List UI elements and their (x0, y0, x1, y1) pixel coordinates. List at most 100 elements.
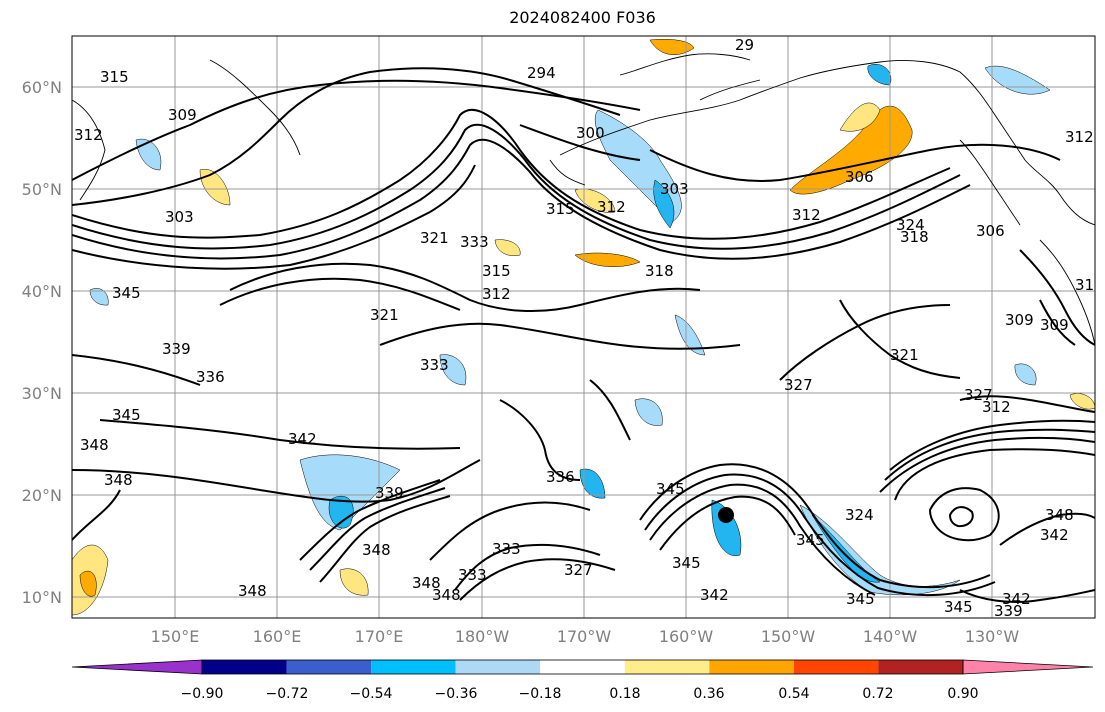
latitude-labels: 60°N 50°N 40°N 30°N 20°N 10°N (22, 78, 62, 607)
shade-blue (811, 514, 881, 583)
contour-label: 312 (982, 398, 1011, 416)
contour-label: 348 (238, 582, 267, 600)
lon-label: 150°E (151, 627, 200, 646)
contour-label: 342 (1040, 526, 1069, 544)
contour-label: 339 (375, 484, 404, 502)
shade-light-blue (89, 288, 109, 306)
contour-label: 324 (845, 506, 874, 524)
contour-label: 333 (458, 566, 487, 584)
shade-light-blue (439, 354, 467, 386)
contour-label: 324 (896, 216, 925, 234)
contour-label: 306 (845, 168, 874, 186)
contour-label: 333 (420, 356, 449, 374)
contour-label: 348 (412, 574, 441, 592)
map-title: 2024082400 F036 (509, 8, 656, 27)
shade-yellow (199, 169, 231, 206)
coastlines (72, 53, 1095, 346)
shade-orange (649, 39, 695, 55)
lon-label: 140°W (863, 627, 918, 646)
contour-label: 327 (564, 561, 593, 579)
shade-light-blue (634, 398, 663, 426)
lat-label: 20°N (22, 486, 62, 505)
shade-blue (579, 468, 606, 499)
map-frame (71, 35, 1096, 619)
graticule (72, 36, 1095, 618)
lat-label: 40°N (22, 282, 62, 301)
contour-label: 318 (900, 228, 929, 246)
storm-center-marker (718, 507, 734, 523)
contour-label: 312 (792, 206, 821, 224)
contour-label: 309 (1040, 316, 1069, 334)
contour-label: 309 (168, 106, 197, 124)
contour-label: 306 (976, 222, 1005, 240)
contour-label: 312 (597, 198, 626, 216)
contour-label: 318 (645, 262, 674, 280)
contour-label: 348 (1045, 506, 1074, 524)
lon-label: 150°W (761, 627, 816, 646)
contour-label: 303 (165, 208, 194, 226)
contour-label: 339 (994, 602, 1023, 620)
contour-label: 312 (74, 126, 103, 144)
contour-label: 300 (576, 124, 605, 142)
lon-label: 170°E (355, 627, 404, 646)
contour-label: 342 (1002, 590, 1031, 608)
contour-label: 327 (784, 376, 813, 394)
shade-yellow (1069, 393, 1095, 410)
lat-label: 50°N (22, 180, 62, 199)
contour-label: 345 (796, 531, 825, 549)
longitude-labels: 150°E 160°E 170°E 180°W 170°W 160°W 150°… (151, 627, 1020, 646)
contour-label: 312 (1065, 128, 1094, 146)
shade-light-blue (1014, 363, 1037, 386)
contour-label: 348 (80, 436, 109, 454)
lon-label: 180°W (455, 627, 510, 646)
contour-label: 315 (100, 68, 129, 86)
contour-label: 339 (162, 340, 191, 358)
lon-label: 160°E (253, 627, 302, 646)
shade-yellow (839, 102, 881, 132)
contour-label: 309 (1005, 311, 1034, 329)
contour-label: 312 (482, 285, 511, 303)
contour-label: 321 (370, 306, 399, 324)
shade-light-blue (674, 314, 706, 356)
shade-yellow (574, 188, 616, 213)
contour-label: 342 (288, 430, 317, 448)
contour-label: 336 (196, 368, 225, 386)
contour-label: 294 (527, 64, 556, 82)
contour-lines (72, 67, 1095, 603)
contour-label: 345 (656, 480, 685, 498)
contour-label: 336 (546, 468, 575, 486)
shade-blue (653, 179, 675, 229)
contour-label: 348 (362, 541, 391, 559)
contour-label: 315 (482, 262, 511, 280)
contour-label: 315 (1075, 276, 1104, 294)
shade-light-blue (135, 138, 162, 171)
shade-blue (328, 495, 354, 529)
contour-label: 345 (846, 590, 875, 608)
shade-yellow (339, 568, 369, 596)
contour-label: 333 (492, 540, 521, 558)
contour-label: 348 (432, 586, 461, 604)
lon-label: 160°W (659, 627, 714, 646)
shade-orange (574, 252, 641, 267)
lon-label: 130°W (965, 627, 1020, 646)
contour-label: 345 (112, 284, 141, 302)
contour-label: 321 (420, 229, 449, 247)
shade-light-blue (299, 454, 401, 531)
lat-label: 10°N (22, 588, 62, 607)
contour-label: 345 (944, 598, 973, 616)
contour-label: 345 (672, 554, 701, 572)
lon-label: 170°W (557, 627, 612, 646)
contour-label: 321 (890, 346, 919, 364)
contour-label: 29 (735, 36, 754, 54)
shade-orange (79, 570, 97, 597)
contour-label-layer: 315 309 312 303 300 294 29 303 312 315 3… (74, 36, 1104, 620)
contour-label: 315 (546, 200, 575, 218)
contour-label: 327 (964, 386, 993, 404)
lat-label: 60°N (22, 78, 62, 97)
contour-label: 342 (700, 586, 729, 604)
lat-label: 30°N (22, 384, 62, 403)
contour-label: 303 (660, 180, 689, 198)
contour-label: 348 (104, 471, 133, 489)
shade-yellow (494, 239, 521, 256)
